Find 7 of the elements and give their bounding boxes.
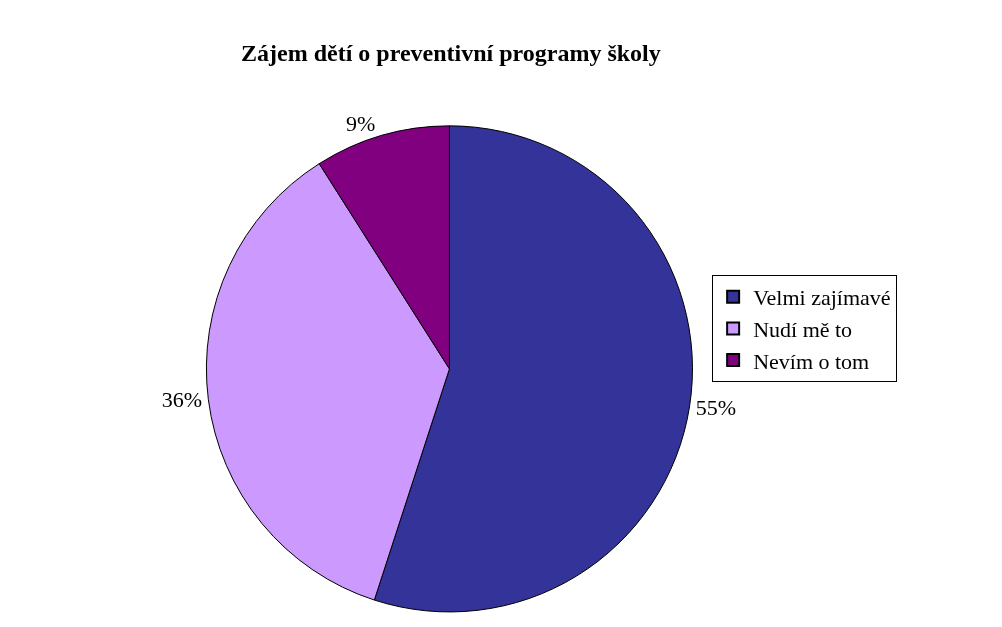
legend-label: Velmi zajímavé <box>753 285 891 311</box>
data-label: 55% <box>695 394 737 420</box>
legend-label: Nevím o tom <box>753 348 870 374</box>
data-label: 36% <box>161 387 203 413</box>
chart-title: Zájem dětí o preventivní programy školy <box>241 39 661 66</box>
data-label: 9% <box>346 111 376 137</box>
legend-label: Nudí mě to <box>753 316 853 342</box>
